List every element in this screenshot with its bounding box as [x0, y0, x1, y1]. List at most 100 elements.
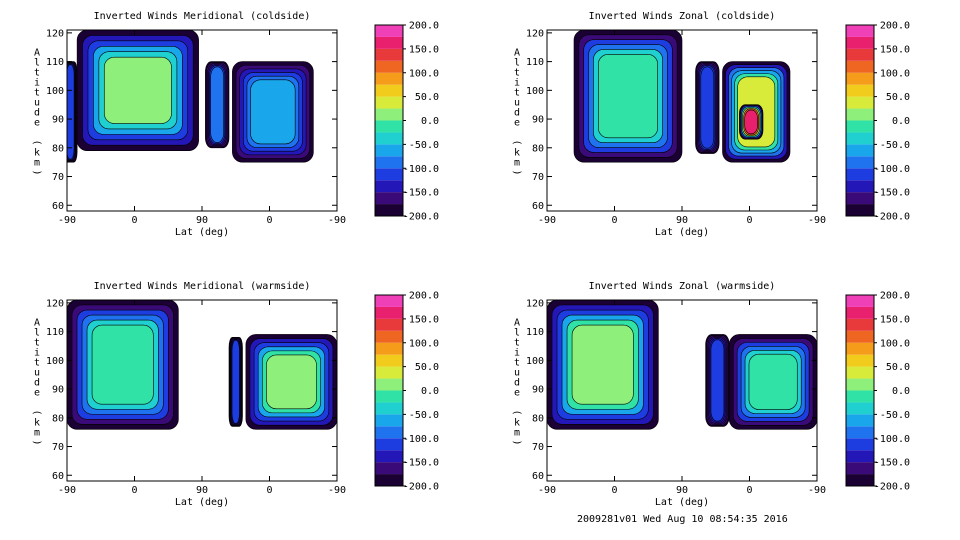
colorbar-swatch	[375, 192, 403, 205]
colorbar-swatch	[846, 354, 874, 367]
colorbar-swatch	[375, 180, 403, 193]
colorbar-swatch	[846, 366, 874, 379]
colorbar-swatch	[846, 390, 874, 403]
colorbar-tick-label: -100.0	[874, 434, 910, 445]
y-axis-label-char: k	[514, 148, 520, 159]
y-axis-label-char: e	[34, 388, 40, 399]
colorbar-tick-label: 50.0	[415, 362, 439, 373]
y-tick-label: 100	[526, 86, 544, 97]
contour-region-3-band-6	[748, 353, 798, 410]
colorbar-tick-label: 0.0	[892, 386, 910, 397]
x-tick-label: 90	[196, 215, 208, 226]
y-axis-label-char: t	[34, 88, 40, 99]
colorbar-swatch	[375, 36, 403, 49]
colorbar-swatch	[846, 108, 874, 121]
colorbar-tick-label: 100.0	[409, 68, 439, 79]
y-tick-label: 120	[46, 28, 64, 39]
colorbar-swatch	[375, 132, 403, 145]
colorbar-tick-label: 50.0	[415, 92, 439, 103]
colorbar-swatch	[846, 96, 874, 109]
colorbar-tick-label: 150.0	[880, 44, 910, 55]
x-tick-label: 0	[131, 215, 137, 226]
colorbar-tick-label: 100.0	[880, 68, 910, 79]
contour-region-2-band-6	[103, 56, 172, 124]
y-tick-label: 110	[46, 327, 64, 338]
colorbar-swatch	[846, 342, 874, 355]
colorbar-swatch	[846, 168, 874, 181]
colorbar-swatch	[375, 366, 403, 379]
y-axis-label-char: m	[34, 158, 40, 169]
y-tick-label: 100	[46, 356, 64, 367]
y-tick-label: 70	[532, 442, 544, 453]
colorbar-tick-label: 100.0	[409, 338, 439, 349]
contour-regions	[573, 30, 791, 163]
colorbar-tick-label: -150.0	[874, 188, 910, 199]
colorbar-swatch	[846, 72, 874, 85]
y-axis-label-char: d	[514, 378, 520, 389]
y-axis-label-char: l	[34, 58, 40, 69]
y-tick-label: 110	[526, 57, 544, 68]
y-axis-label-char: e	[34, 118, 40, 129]
y-axis-label-char: k	[514, 418, 520, 429]
y-axis-label-char: k	[34, 418, 40, 429]
chart-panel-3: Inverted Winds Meridional (warmside) 60 70…	[31, 281, 439, 508]
chart-title: Inverted Winds Meridional (warmside)	[94, 281, 311, 292]
contour-regions	[547, 300, 817, 430]
y-tick-label: 70	[52, 172, 64, 183]
colorbar-tick-label: 200.0	[880, 21, 910, 32]
y-axis-label-char: u	[514, 368, 520, 379]
y-tick-label: 90	[52, 115, 64, 126]
colorbar-tick-label: 100.0	[880, 338, 910, 349]
y-axis-label-char: u	[34, 368, 40, 379]
colorbar-swatch	[375, 438, 403, 451]
y-tick-label: 90	[532, 115, 544, 126]
x-tick-label: -90	[58, 215, 76, 226]
colorbar-swatch	[846, 192, 874, 205]
y-axis-label-char: u	[34, 98, 40, 109]
colorbar-swatch	[375, 25, 403, 37]
x-tick-label: 0	[746, 485, 752, 496]
y-tick-label: 60	[52, 201, 64, 212]
y-tick-label: 100	[46, 86, 64, 97]
colorbar-tick-label: -100.0	[403, 434, 439, 445]
y-axis-label-char: )	[31, 169, 42, 175]
colorbar-swatch	[846, 318, 874, 331]
colorbar-swatch	[846, 36, 874, 49]
x-tick-label: 0	[611, 485, 617, 496]
colorbar-swatch	[846, 48, 874, 61]
y-axis-label-char: l	[34, 328, 40, 339]
colorbar-swatch	[846, 120, 874, 133]
contour-regions	[67, 300, 337, 430]
y-axis-label-char: t	[514, 338, 520, 349]
colorbar-tick-label: -200.0	[403, 212, 439, 223]
y-axis-label-char: A	[34, 318, 40, 329]
y-tick-label: 80	[532, 143, 544, 154]
y-axis-label-char: e	[514, 118, 520, 129]
y-axis-label-char: m	[34, 428, 40, 439]
colorbar-swatch	[375, 342, 403, 355]
y-axis-label-char: e	[514, 388, 520, 399]
colorbar-tick-label: 0.0	[421, 386, 439, 397]
chart-panel-1: Inverted Winds Meridional (coldside) 60 70…	[31, 11, 439, 238]
colorbar-tick-label: -50.0	[880, 140, 910, 151]
y-tick-label: 90	[52, 385, 64, 396]
colorbar-swatch	[375, 295, 403, 307]
x-tick-label: 0	[266, 215, 272, 226]
colorbar: 200.0 150.0 100.0 50.0 0.0 -50.0 -100.0 -150.0 -…	[845, 291, 910, 493]
colorbar-swatch	[375, 120, 403, 133]
contour-region-2-band-6	[700, 66, 715, 149]
y-tick-label: 60	[52, 471, 64, 482]
y-tick-label: 60	[532, 471, 544, 482]
colorbar-tick-label: -100.0	[403, 164, 439, 175]
y-axis-label-char: t	[34, 68, 40, 79]
y-axis-label-char: k	[34, 148, 40, 159]
y-axis-label-char: A	[34, 48, 40, 59]
x-tick-label: 0	[746, 215, 752, 226]
colorbar-tick-label: 0.0	[892, 116, 910, 127]
y-tick-label: 80	[532, 413, 544, 424]
colorbar-swatch	[375, 168, 403, 181]
contour-region-3-band-6	[266, 354, 317, 410]
y-tick-label: 100	[526, 356, 544, 367]
